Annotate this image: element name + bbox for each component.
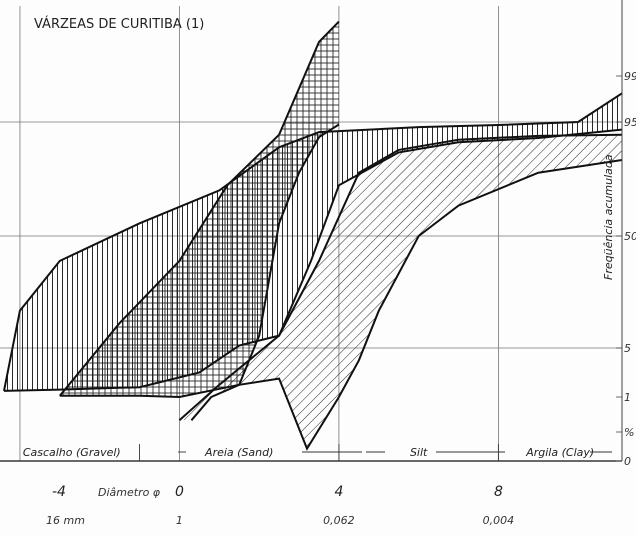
band-lower-curve-2 — [59, 123, 340, 399]
y-tick-label: % — [624, 426, 634, 439]
y-tick-label: 50 — [624, 230, 636, 243]
size-class-label: Argila (Clay) — [525, 446, 594, 459]
x-tick-label-phi: 0 — [175, 484, 184, 500]
band-layer — [3, 20, 622, 451]
band-upper-curve-3 — [178, 133, 622, 422]
size-class-label: Cascalho (Gravel) — [23, 446, 121, 459]
y-tick-label: 5 — [624, 342, 631, 355]
x-tick-label-mm: 0,062 — [323, 514, 355, 527]
chart-title: VÁRZEAS DE CURITIBA (1) — [34, 16, 204, 32]
y-tick-label: 0 — [624, 455, 631, 468]
band-fill-3 — [179, 134, 622, 449]
band-fill-2 — [59, 21, 339, 397]
y-axis-label: Freqüência acumulada — [602, 154, 615, 280]
y-tick-label: 1 — [624, 391, 631, 404]
band-upper-curve-2 — [59, 20, 340, 397]
x-tick-label-phi: 8 — [494, 484, 503, 500]
y-tick-label: 95 — [624, 116, 636, 129]
x-tick-label-phi: 4 — [334, 484, 343, 500]
size-class-label: Silt — [410, 446, 428, 459]
x-tick-label-mm: 1 — [176, 514, 183, 527]
size-class-label: Areia (Sand) — [204, 446, 273, 459]
x-label-phi-prefix: -4 — [52, 484, 66, 500]
x-label-mm: 16 mm — [46, 514, 85, 527]
x-tick-label-mm: 0,004 — [483, 514, 515, 527]
y-tick-label: 99 — [624, 70, 636, 83]
x-label-phi: Diâmetro φ — [98, 486, 161, 499]
band-lower-curve-3 — [190, 159, 622, 451]
